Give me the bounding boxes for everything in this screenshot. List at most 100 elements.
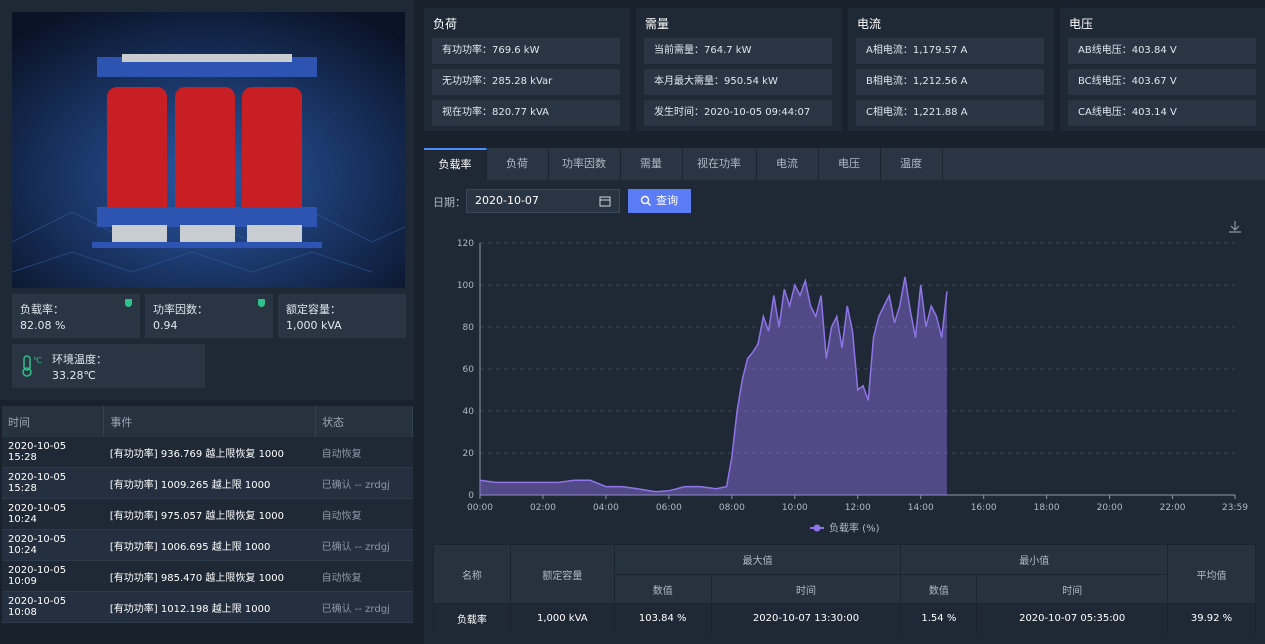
stat-card: 负载率： 82.08 %: [12, 294, 140, 338]
svg-text:℃: ℃: [33, 356, 42, 365]
metric-title: 电流: [857, 17, 882, 31]
cell: 39.92 %: [1167, 603, 1256, 634]
cell: 2020-10-07 13:30:00: [710, 603, 902, 634]
stat-label: 负载率：: [20, 303, 64, 316]
chart: 0 20 40 60 80 100 120 00:00 02:00 04:00 06:00 08:00…: [457, 239, 1248, 535]
tab[interactable]: 负载率: [424, 148, 487, 182]
metric-title: 需量: [645, 17, 670, 31]
search-icon: [640, 195, 651, 206]
header-cell: 额定容量: [509, 544, 615, 604]
tab[interactable]: 负荷: [486, 148, 549, 180]
check-icon: [258, 299, 265, 307]
env-value: 33.28℃: [52, 369, 96, 382]
date-value: 2020-10-07: [475, 194, 539, 207]
x-tick-label: 22:00: [1160, 503, 1186, 513]
subheader-cell: 时间: [710, 574, 902, 604]
y-tick-label: 0: [468, 491, 474, 501]
metric-item: 视在功率：820.77 kVA: [432, 100, 620, 126]
cell: 2020-10-07 05:35:00: [976, 603, 1169, 634]
event-row: 2020-10-05 10:24 [有功功率] 975.057 越上限恢复 100…: [2, 498, 413, 530]
date-label: 日期：: [433, 196, 466, 209]
y-tick-label: 40: [463, 407, 475, 417]
calendar-icon: [599, 196, 611, 207]
metric-item: 本月最大需量：950.54 kW: [644, 69, 832, 95]
x-tick-label: 18:00: [1034, 503, 1060, 513]
event-cell: 已确认 -- zrdgj: [315, 467, 413, 499]
event-cell: 2020-10-05 10:24: [2, 498, 104, 530]
subheader-cell: 数值: [613, 574, 712, 604]
event-row: 2020-10-05 15:28 [有功功率] 936.769 越上限恢复 100…: [2, 437, 413, 468]
event-cell: 已确认 -- zrdgj: [315, 591, 413, 623]
event-header-cell: 状态: [315, 406, 413, 437]
y-tick-label: 20: [463, 449, 475, 459]
metric-item: C相电流：1,221.88 A: [856, 100, 1044, 126]
device-panel: 负载率： 82.08 % 功率因数： 0.94 额定容量： 1,000 kVA ℃ 环境温…: [0, 0, 414, 400]
download-icon[interactable]: [1228, 220, 1242, 234]
event-cell: 2020-10-05 15:28: [2, 437, 104, 468]
event-cell: [有功功率] 1012.198 越上限 1000: [103, 591, 316, 623]
y-tick-label: 120: [457, 239, 474, 249]
metric-item: A相电流：1,179.57 A: [856, 38, 1044, 64]
summary-head: 名称 额定容量 最大值 最小值 平均值: [433, 544, 1256, 604]
y-tick-label: 100: [457, 281, 474, 291]
x-tick-label: 16:00: [971, 503, 997, 513]
metric-box: 电压 AB线电压：403.84 V BC线电压：403.67 V CA线电压：403.…: [1060, 8, 1265, 131]
x-tick-label: 08:00: [719, 503, 745, 513]
thermometer-icon: ℃: [22, 355, 42, 377]
line: [479, 276, 948, 493]
summary-subhead: 数值 时间 数值 时间: [434, 574, 1256, 604]
metric-box: 负荷 有功功率：769.6 kW 无功功率：285.28 kVar 视在功率：820.…: [424, 8, 630, 131]
cell: 1.54 %: [900, 603, 978, 634]
metric-item: AB线电压：403.84 V: [1068, 38, 1256, 64]
metric-item: 无功功率：285.28 kVar: [432, 69, 620, 95]
metric-title: 电压: [1069, 17, 1094, 31]
tab[interactable]: 温度: [880, 148, 943, 180]
metric-item: BC线电压：403.67 V: [1068, 69, 1256, 95]
event-cell: [有功功率] 985.470 越上限恢复 1000: [103, 560, 316, 592]
stat-value: 1,000 kVA: [286, 319, 342, 332]
event-header-cell: 事件: [103, 406, 317, 437]
event-row: 2020-10-05 10:09 [有功功率] 985.470 越上限恢复 100…: [2, 560, 413, 592]
event-header: 时间 事件 状态: [2, 406, 413, 437]
stat-value: 0.94: [153, 319, 178, 332]
event-table: 时间 事件 状态 2020-10-05 15:28 [有功功率] 936.769 越上…: [2, 406, 413, 623]
metric-title: 负荷: [433, 17, 458, 31]
y-tick-label: 80: [463, 323, 475, 333]
stat-card: 额定容量： 1,000 kVA: [278, 294, 406, 338]
header-cell: 平均值: [1167, 544, 1256, 604]
cell: 负载率: [433, 603, 511, 634]
cell: 1,000 kVA: [509, 603, 615, 634]
device-image: [12, 12, 405, 288]
tab[interactable]: 电流: [756, 148, 819, 180]
x-tick-label: 14:00: [908, 503, 934, 513]
x-tick-label: 00:00: [467, 503, 493, 513]
legend-dot: [813, 524, 821, 532]
x-tick-label: 06:00: [656, 503, 682, 513]
summary: 名称 额定容量 最大值 最小值 平均值 数值 时间 数值 时间 负载率 1,00…: [433, 544, 1256, 634]
event-cell: [有功功率] 936.769 越上限恢复 1000: [103, 437, 316, 468]
metric-item: B相电流：1,212.56 A: [856, 69, 1044, 95]
tab[interactable]: 视在功率: [682, 148, 757, 180]
event-cell: 2020-10-05 10:08: [2, 591, 104, 623]
tab[interactable]: 功率因数: [548, 148, 621, 180]
x-tick-label: 02:00: [530, 503, 556, 513]
check-icon: [125, 299, 132, 307]
metric-item: CA线电压：403.14 V: [1068, 100, 1256, 126]
tab-bar: 负载率 负荷 功率因数 需量 视在功率 电流 电压 温度: [424, 148, 1265, 182]
tab[interactable]: 需量: [620, 148, 683, 180]
tab[interactable]: 电压: [818, 148, 881, 180]
env-label: 环境温度：: [52, 353, 107, 366]
metric-item: 当前需量：764.7 kW: [644, 38, 832, 64]
event-cell: [有功功率] 1006.695 越上限 1000: [103, 529, 316, 561]
metric-box: 需量当前需量：764.7 kW 本月最大需量：950.54 kW 发生时间：2020…: [636, 8, 842, 131]
metric-item: 发生时间：2020-10-05 09:44:07: [644, 100, 832, 126]
x-tick-label: 20:00: [1097, 503, 1123, 513]
x-tick-label: 23:59: [1222, 503, 1248, 513]
subheader-cell: 数值: [900, 574, 978, 604]
x-tick-label: 04:00: [593, 503, 619, 513]
x-tick-label: 12:00: [845, 503, 871, 513]
event-cell: 2020-10-05 10:24: [2, 529, 104, 561]
date-input[interactable]: 2020-10-07: [466, 189, 620, 213]
query-button[interactable]: 查询: [628, 189, 691, 213]
